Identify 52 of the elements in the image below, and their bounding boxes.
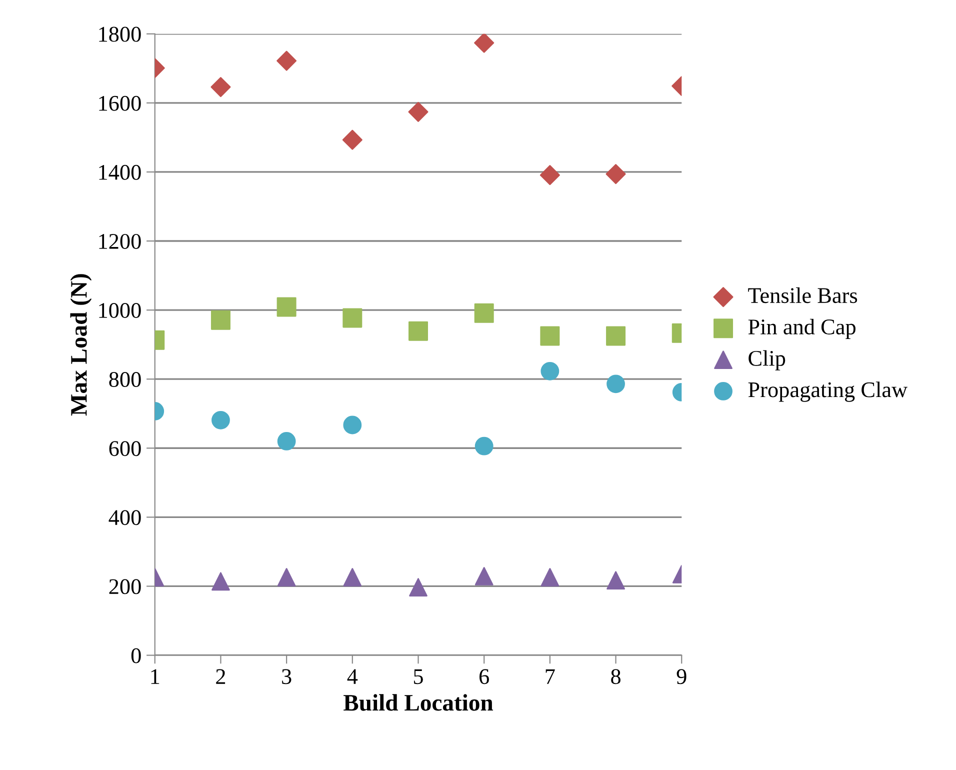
point — [276, 50, 297, 71]
x-tick-label: 4 — [347, 669, 358, 684]
legend-label: Pin and Cap — [748, 318, 856, 339]
point — [408, 321, 428, 341]
y-tick-label: 0 — [131, 648, 141, 664]
x-tick-label: 1 — [151, 669, 160, 684]
point — [277, 432, 296, 450]
y-tick-label: 600 — [109, 441, 141, 456]
x-tick-label: 5 — [414, 669, 423, 684]
point — [409, 578, 428, 596]
x-tick-label: 7 — [546, 669, 555, 684]
point — [276, 297, 296, 317]
legend-label: Propagating Claw — [748, 382, 908, 402]
point — [212, 572, 230, 591]
point — [212, 410, 230, 430]
point — [606, 164, 626, 184]
point — [606, 374, 625, 394]
point — [343, 568, 362, 586]
point — [606, 571, 625, 590]
y-tick-label: 1400 — [99, 164, 141, 180]
y-tick-label: 1200 — [99, 234, 141, 249]
point — [540, 326, 560, 346]
point — [342, 130, 362, 150]
x-tick-label: 9 — [676, 669, 686, 684]
point — [540, 568, 560, 586]
point — [277, 568, 296, 586]
point — [606, 326, 626, 346]
y-tick-label: 1600 — [99, 96, 141, 111]
point — [408, 102, 428, 122]
y-axis-title: Max Load (N) — [70, 274, 92, 416]
y-tick-label: 800 — [109, 372, 141, 388]
x-tick-label: 3 — [282, 669, 292, 684]
x-tick-label: 8 — [611, 669, 620, 684]
y-tick-label: 1800 — [99, 26, 141, 42]
point — [474, 436, 494, 456]
point — [210, 77, 231, 98]
y-tick-label: 1000 — [99, 302, 141, 318]
point — [343, 416, 362, 434]
point — [210, 310, 230, 330]
point — [474, 303, 494, 323]
point — [540, 165, 560, 186]
point — [342, 308, 362, 328]
legend-label: Tensile Bars — [748, 287, 858, 304]
x-axis-title: Build Location — [344, 694, 494, 711]
point — [540, 362, 560, 380]
y-tick-label: 400 — [108, 510, 141, 526]
y-tick-label: 200 — [109, 579, 141, 594]
x-tick-label: 6 — [479, 669, 489, 684]
point — [474, 567, 494, 586]
legend-label: Clip — [748, 350, 786, 370]
point — [474, 34, 494, 53]
x-tick-label: 2 — [216, 669, 226, 684]
